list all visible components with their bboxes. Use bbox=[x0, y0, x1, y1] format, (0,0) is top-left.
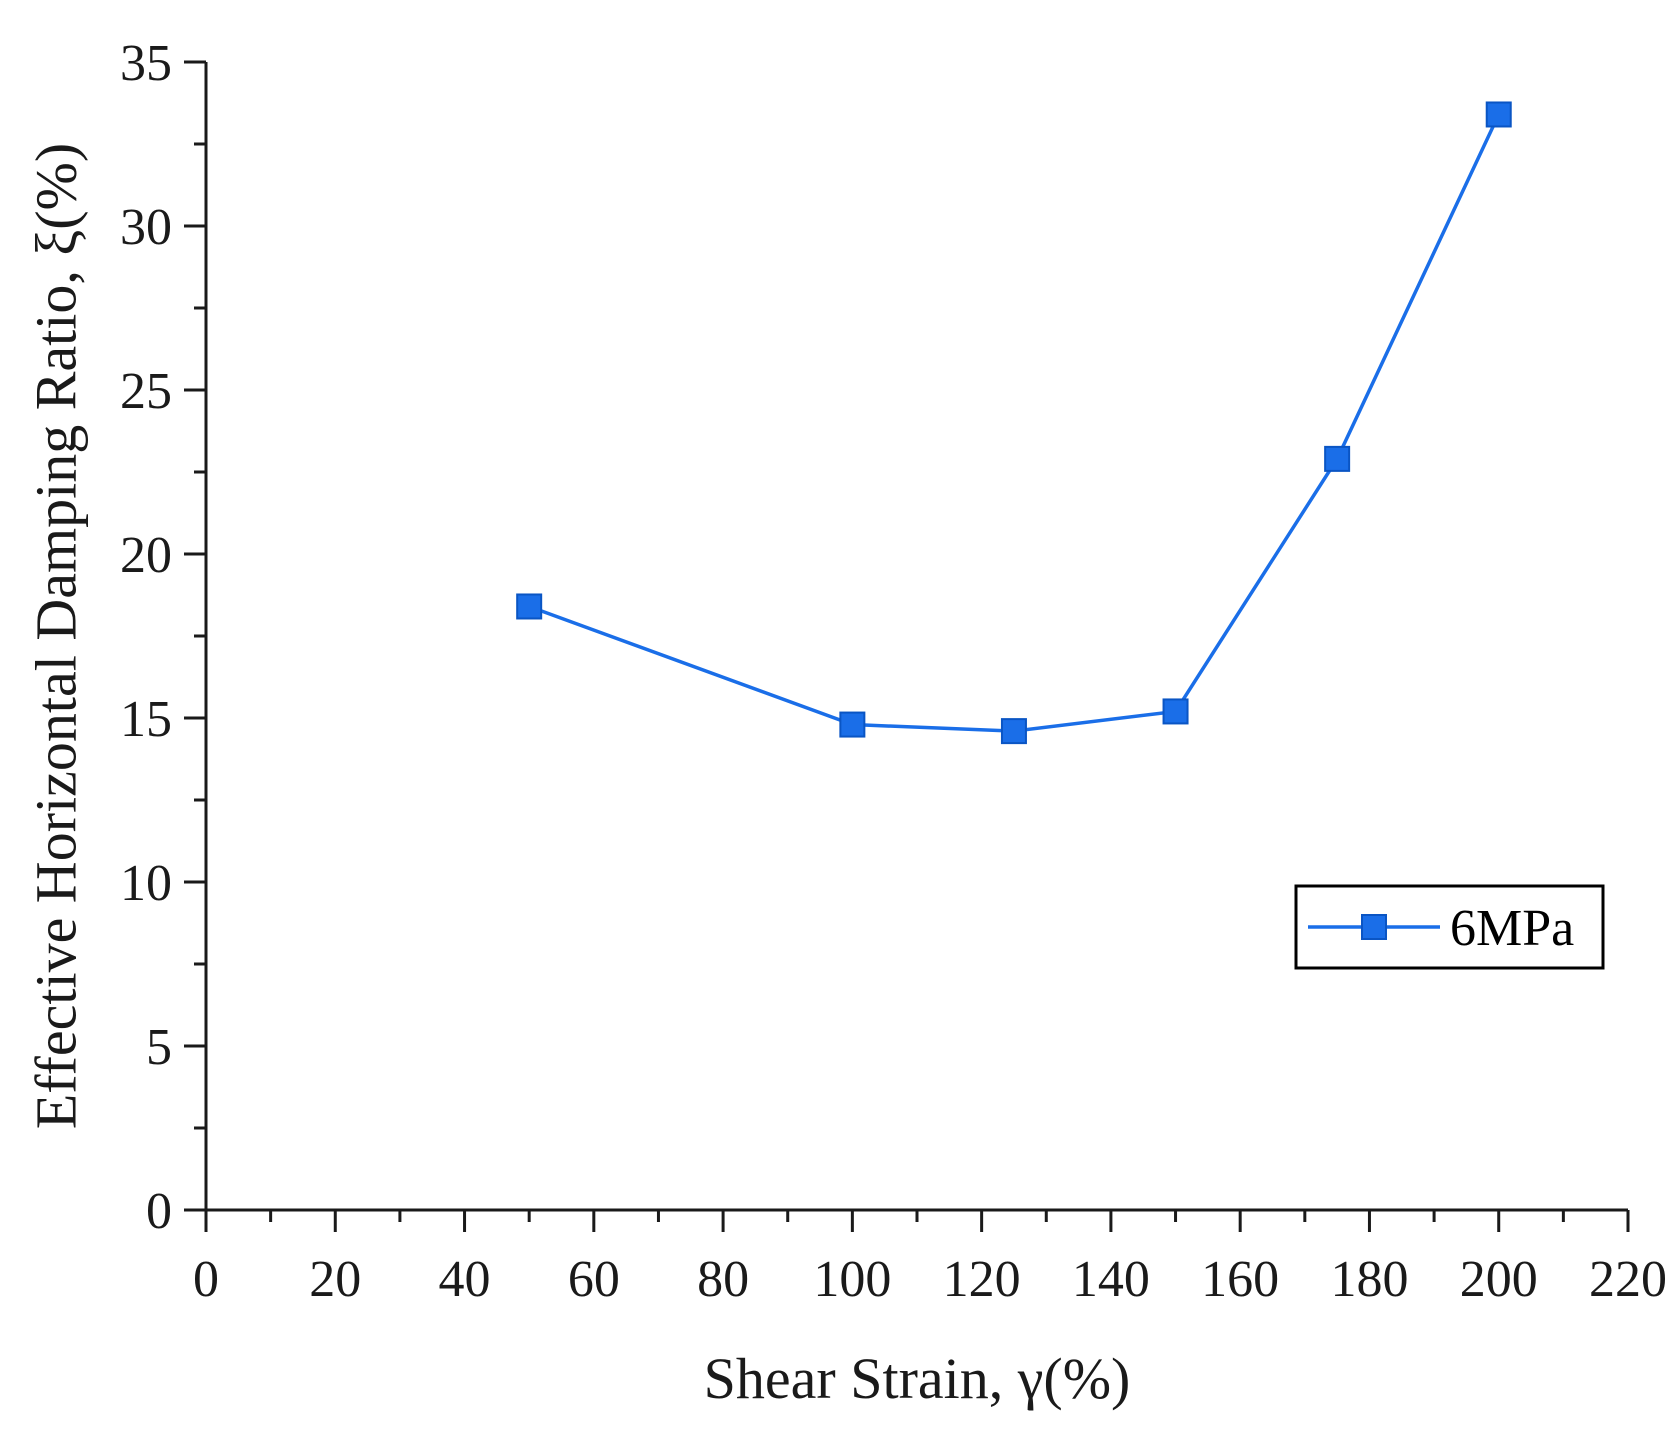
legend-label: 6MPa bbox=[1450, 900, 1574, 957]
x-tick-label: 0 bbox=[193, 1251, 219, 1308]
y-tick-label: 15 bbox=[120, 691, 172, 748]
data-point-marker bbox=[1000, 718, 1027, 745]
axes: 0 20 40 60 80 100 120 140 160 180 200 220 0 5 10 15 20 25… bbox=[120, 35, 1667, 1308]
y-tick-label: 25 bbox=[120, 363, 172, 420]
y-tick-label: 30 bbox=[120, 199, 172, 256]
x-axis-title: Shear Strain, γ(%) bbox=[704, 1346, 1131, 1411]
data-point-marker bbox=[1324, 445, 1351, 472]
x-tick-label: 160 bbox=[1201, 1251, 1279, 1308]
legend: 6MPa bbox=[1294, 884, 1605, 970]
x-tick-label: 140 bbox=[1072, 1251, 1150, 1308]
series-line bbox=[528, 113, 1501, 733]
data-point-marker bbox=[839, 711, 866, 738]
legend-marker-swatch bbox=[1361, 914, 1387, 940]
axis-titles: Shear Strain, γ(%) Effective Horizontal … bbox=[23, 143, 1130, 1411]
y-tick-label: 0 bbox=[146, 1183, 172, 1240]
y-tick-label: 10 bbox=[120, 855, 172, 912]
data-point-marker bbox=[516, 593, 543, 620]
x-tick-label: 60 bbox=[568, 1251, 620, 1308]
y-tick-label: 5 bbox=[146, 1019, 172, 1076]
x-tick-label: 40 bbox=[439, 1251, 491, 1308]
y-tick-label: 20 bbox=[120, 527, 172, 584]
data-point-marker bbox=[1162, 698, 1189, 725]
x-tick-label: 220 bbox=[1589, 1251, 1667, 1308]
y-tick-label: 35 bbox=[120, 35, 172, 92]
x-tick-label: 120 bbox=[943, 1251, 1021, 1308]
x-tick-label: 80 bbox=[697, 1251, 749, 1308]
x-tick-label: 200 bbox=[1460, 1251, 1538, 1308]
data-point-marker bbox=[1485, 101, 1512, 128]
series-layer bbox=[516, 101, 1512, 745]
x-tick-label: 20 bbox=[309, 1251, 361, 1308]
x-tick-label: 100 bbox=[813, 1251, 891, 1308]
x-tick-label: 180 bbox=[1330, 1251, 1408, 1308]
y-axis-title: Effective Horizontal Damping Ratio, ξ(%) bbox=[23, 143, 88, 1129]
